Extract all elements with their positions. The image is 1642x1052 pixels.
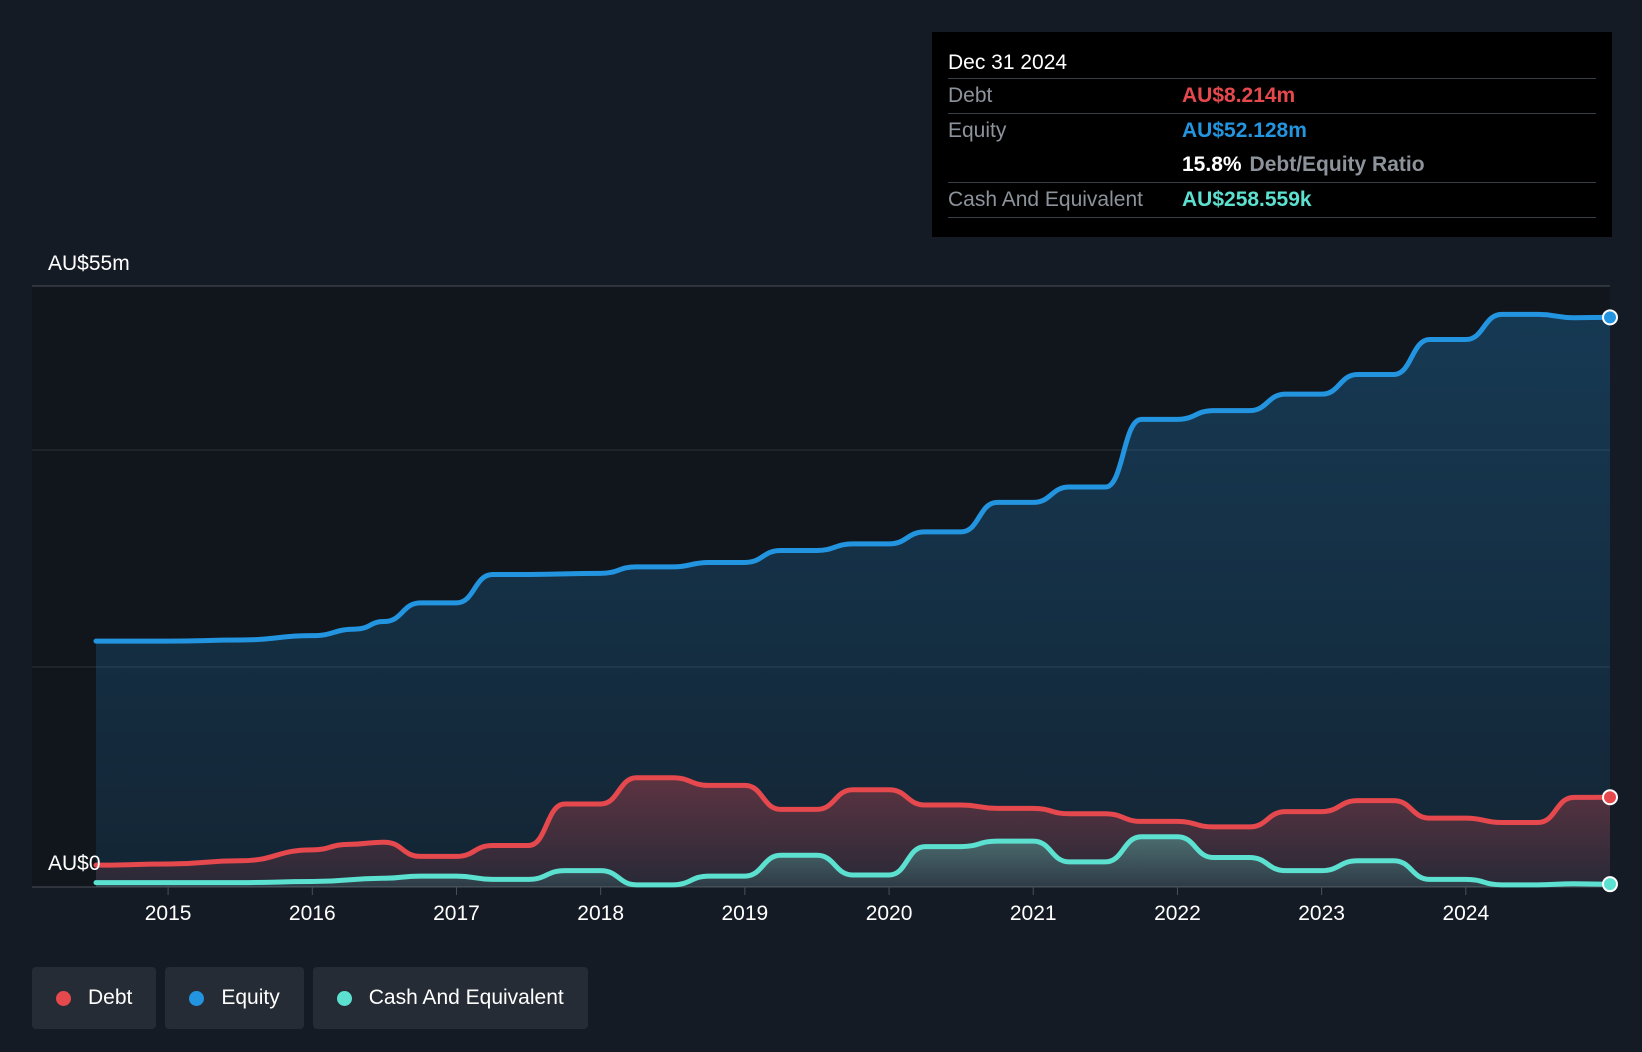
equity-line [93, 311, 1613, 644]
debt-dot-icon [56, 990, 71, 1006]
tooltip-equity-value: AU$52.128m [1182, 119, 1307, 142]
x-tick-label: 2023 [1298, 902, 1345, 925]
x-tick-label: 2018 [577, 902, 624, 925]
equity-area [96, 314, 1610, 888]
x-tick-label: 2021 [1010, 902, 1057, 925]
tooltip-cash-value: AU$258.559k [1182, 188, 1312, 211]
x-tick-label: 2024 [1442, 902, 1489, 925]
tooltip-debt-value: AU$8.214m [1182, 84, 1296, 107]
tooltip-cash-row: Cash And Equivalent AU$258.559k [948, 182, 1596, 218]
x-tick-label: 2022 [1154, 902, 1201, 925]
legend-debt-label: Debt [88, 986, 133, 1009]
tooltip-equity-row: Equity AU$52.128m [948, 113, 1596, 148]
y-axis-bottom-label: AU$0 [48, 852, 101, 875]
debt-line [93, 775, 1613, 868]
data-tooltip: Dec 31 2024 Debt AU$8.214m Equity AU$52.… [932, 32, 1612, 237]
tooltip-ratio-label: Debt/Equity Ratio [1249, 153, 1425, 176]
tooltip-date: Dec 31 2024 [948, 51, 1068, 74]
tooltip-cash-label: Cash And Equivalent [948, 188, 1143, 211]
legend-item-cash[interactable]: Cash And Equivalent [312, 967, 588, 1029]
x-tick-label: 2017 [433, 902, 480, 925]
y-axis-top-label: AU$55m [48, 252, 130, 275]
x-tick-label: 2020 [866, 902, 913, 925]
tooltip-debt-row: Debt AU$8.214m [948, 78, 1596, 113]
x-tick-label: 2015 [145, 902, 192, 925]
legend-equity-label: Equity [221, 986, 280, 1009]
tooltip-debt-label: Debt [948, 84, 993, 107]
debt-end-point [1602, 789, 1618, 806]
cash-and-equivalent-area [96, 836, 1610, 887]
legend-item-equity[interactable]: Equity [165, 967, 304, 1029]
chart-legend: Debt Equity Cash And Equivalent [32, 967, 588, 1029]
tooltip-ratio-value: 15.8% [1182, 153, 1242, 176]
legend-cash-label: Cash And Equivalent [368, 986, 564, 1009]
x-tick-label: 2019 [721, 902, 768, 925]
tooltip-equity-label: Equity [948, 119, 1007, 142]
cash-dot-icon [336, 990, 352, 1006]
equity-dot-icon [189, 990, 205, 1006]
cash-and-equivalent-line [93, 834, 1613, 888]
tooltip-ratio-row: 15.8% Debt/Equity Ratio [948, 148, 1596, 182]
x-tick-label: 2016 [289, 902, 336, 925]
equity-end-point [1602, 309, 1618, 326]
legend-item-debt[interactable]: Debt [32, 967, 157, 1029]
cash-and-equivalent-end-point [1602, 876, 1618, 893]
